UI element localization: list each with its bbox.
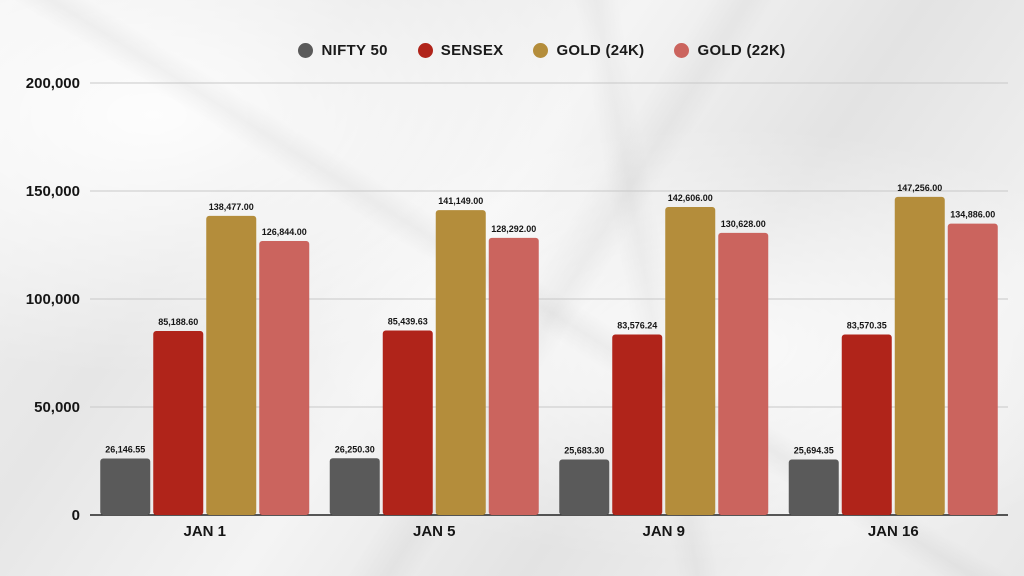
data-label: 134,886.00 [950,210,995,220]
bar-nifty-50-1 [329,458,380,515]
bar-nifty-50-2 [559,459,610,515]
bar-gold-22k-3 [947,223,998,515]
legend-label-gold-24k: GOLD (24K) [556,42,645,59]
bar-gold-22k-0 [259,241,310,515]
legend: NIFTY 50 SENSEX GOLD (24K) GOLD (22K) [0,42,1024,59]
bars [100,196,998,516]
data-label: 25,694.35 [794,446,834,456]
y-axis: 0 50,000 100,000 150,000 200,000 [26,75,80,524]
data-label: 128,292.00 [491,224,536,234]
data-label: 85,439.63 [388,316,428,326]
legend-swatch-gold-24k [533,43,549,58]
legend-label-nifty: NIFTY 50 [321,42,388,59]
x-axis: JAN 1 JAN 5 JAN 9 JAN 16 [183,523,918,540]
y-tick-label: 0 [72,507,80,524]
legend-item-nifty: NIFTY 50 [298,42,387,59]
data-label: 130,628.00 [721,219,766,229]
bar-sensex-2 [612,334,663,515]
data-label: 25,683.30 [564,446,604,456]
legend-label-sensex: SENSEX [440,42,504,59]
bar-sensex-0 [153,330,204,515]
legend-item-sensex: SENSEX [417,42,504,59]
x-tick-label: JAN 9 [642,523,685,540]
bar-nifty-50-0 [100,458,151,515]
data-label: 26,250.30 [335,444,375,454]
y-tick-label: 150,000 [26,183,80,200]
bar-sensex-3 [841,334,892,515]
data-label: 142,606.00 [668,193,713,203]
y-tick-label: 200,000 [26,75,80,92]
legend-item-gold-22k: GOLD (22K) [674,42,785,59]
legend-swatch-nifty [298,43,314,58]
data-label: 147,256.00 [897,183,942,193]
bar-gold-24k-3 [894,196,945,515]
bar-gold-22k-2 [718,232,769,516]
data-label: 26,146.55 [105,445,145,455]
data-labels: 26,146.55 85,188.60 138,477.00 126,844.00 26… [105,183,995,456]
legend-swatch-sensex [417,43,433,58]
data-label: 126,844.00 [262,227,307,237]
legend-item-gold-24k: GOLD (24K) [533,42,644,59]
data-label: 141,149.00 [438,196,483,206]
bar-gold-24k-2 [665,206,716,515]
legend-swatch-gold-22k [674,43,690,58]
data-label: 83,576.24 [617,320,657,330]
bar-sensex-1 [382,330,433,515]
bar-nifty-50-3 [788,459,839,515]
y-tick-label: 50,000 [34,399,80,416]
data-label: 138,477.00 [209,202,254,212]
bar-gold-22k-1 [488,237,539,515]
y-tick-label: 100,000 [26,291,80,308]
data-label: 85,188.60 [158,317,198,327]
x-tick-label: JAN 1 [183,523,226,540]
data-label: 83,570.35 [847,320,887,330]
bar-gold-24k-1 [435,210,486,515]
x-tick-label: JAN 16 [868,523,919,540]
bar-gold-24k-0 [206,215,257,515]
x-tick-label: JAN 5 [413,523,456,540]
legend-label-gold-22k: GOLD (22K) [697,42,786,59]
